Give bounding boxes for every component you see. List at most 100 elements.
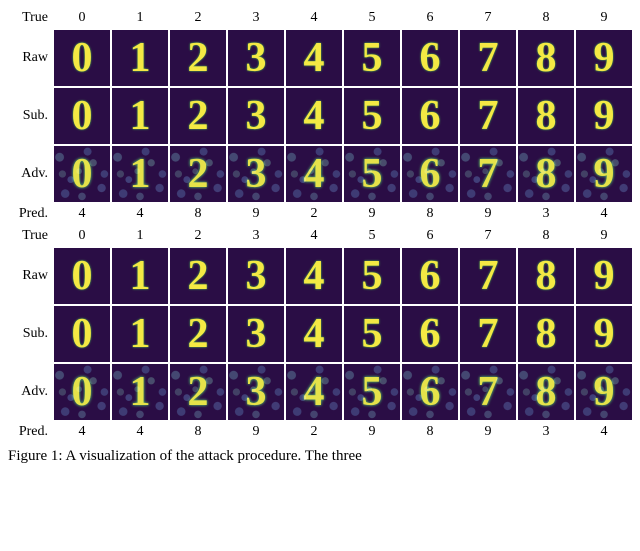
digit-row: Raw0123456789 (8, 30, 632, 86)
pred-row-cell: 9 (228, 204, 284, 224)
pred-row-cell: 9 (344, 204, 400, 224)
digit-glyph: 5 (362, 153, 383, 195)
digit-glyph: 1 (130, 313, 151, 355)
digit-glyph: 2 (188, 255, 209, 297)
digit-row: Sub.0123456789 (8, 88, 632, 144)
pred-row-label: Pred. (8, 206, 54, 222)
digit-image: 0 (54, 146, 110, 202)
digit-image: 3 (228, 30, 284, 86)
digit-image: 4 (286, 248, 342, 304)
true-row-label: True (8, 10, 54, 26)
true-row-cell: 2 (170, 226, 226, 246)
pred-row-cell: 4 (54, 204, 110, 224)
digit-image: 0 (54, 364, 110, 420)
true-row-cell: 7 (460, 226, 516, 246)
digit-glyph: 0 (72, 37, 93, 79)
digit-glyph: 7 (478, 153, 499, 195)
digit-glyph: 2 (188, 153, 209, 195)
digit-glyph: 2 (188, 313, 209, 355)
digit-glyph: 7 (478, 255, 499, 297)
figure-caption: Figure 1: A visualization of the attack … (8, 448, 632, 465)
digit-glyph: 1 (130, 153, 151, 195)
pred-row-cell: 8 (170, 204, 226, 224)
pred-row-cell: 4 (576, 204, 632, 224)
digit-image: 1 (112, 248, 168, 304)
figure: True0123456789Raw0123456789Sub.012345678… (8, 8, 632, 465)
digit-image: 8 (518, 30, 574, 86)
digit-image: 5 (344, 30, 400, 86)
digit-image: 6 (402, 248, 458, 304)
row-label: Raw (8, 50, 54, 66)
digit-cells: 0123456789 (54, 306, 632, 362)
digit-glyph: 9 (594, 95, 615, 137)
digit-glyph: 6 (420, 95, 441, 137)
digit-image: 8 (518, 146, 574, 202)
digit-image: 3 (228, 88, 284, 144)
digit-image: 2 (170, 306, 226, 362)
digit-image: 9 (576, 306, 632, 362)
digit-image: 8 (518, 88, 574, 144)
digit-glyph: 3 (246, 371, 267, 413)
digit-glyph: 3 (246, 313, 267, 355)
row-label: Sub. (8, 108, 54, 124)
digit-image: 2 (170, 88, 226, 144)
digit-cells: 0123456789 (54, 30, 632, 86)
true-row-cell: 2 (170, 8, 226, 28)
true-row-cell: 3 (228, 226, 284, 246)
pred-row-cells: 4489298934 (54, 422, 632, 442)
true-row-cell: 3 (228, 8, 284, 28)
digit-glyph: 8 (536, 153, 557, 195)
digit-glyph: 7 (478, 37, 499, 79)
digit-glyph: 0 (72, 95, 93, 137)
digit-image: 6 (402, 88, 458, 144)
true-row-cell: 4 (286, 8, 342, 28)
digit-image: 1 (112, 306, 168, 362)
digit-cells: 0123456789 (54, 88, 632, 144)
digit-row: Raw0123456789 (8, 248, 632, 304)
digit-image: 1 (112, 30, 168, 86)
true-row-cell: 6 (402, 8, 458, 28)
digit-image: 2 (170, 146, 226, 202)
digit-glyph: 0 (72, 371, 93, 413)
digit-image: 2 (170, 364, 226, 420)
digit-glyph: 3 (246, 153, 267, 195)
digit-cells: 0123456789 (54, 248, 632, 304)
digit-glyph: 7 (478, 313, 499, 355)
digit-glyph: 6 (420, 153, 441, 195)
digit-image: 1 (112, 88, 168, 144)
true-row-cells: 0123456789 (54, 226, 632, 246)
true-row-cell: 0 (54, 226, 110, 246)
true-row-cell: 7 (460, 8, 516, 28)
digit-glyph: 7 (478, 371, 499, 413)
row-label: Sub. (8, 326, 54, 342)
pred-row-cell: 9 (460, 204, 516, 224)
digit-glyph: 3 (246, 255, 267, 297)
true-row-cell: 5 (344, 226, 400, 246)
digit-cells: 0123456789 (54, 364, 632, 420)
pred-row: Pred.4489298934 (8, 204, 632, 224)
row-label: Adv. (8, 384, 54, 400)
digit-image: 8 (518, 306, 574, 362)
digit-image: 0 (54, 306, 110, 362)
digit-glyph: 8 (536, 255, 557, 297)
digit-image: 0 (54, 30, 110, 86)
digit-image: 3 (228, 248, 284, 304)
digit-glyph: 6 (420, 313, 441, 355)
digit-glyph: 7 (478, 95, 499, 137)
digit-image: 7 (460, 306, 516, 362)
pred-row-cell: 9 (460, 422, 516, 442)
digit-glyph: 5 (362, 37, 383, 79)
digit-cells: 0123456789 (54, 146, 632, 202)
true-row-cell: 0 (54, 8, 110, 28)
true-row-cell: 5 (344, 8, 400, 28)
pred-row-label: Pred. (8, 424, 54, 440)
digit-glyph: 4 (304, 313, 325, 355)
digit-image: 9 (576, 146, 632, 202)
digit-glyph: 2 (188, 371, 209, 413)
row-label: Raw (8, 268, 54, 284)
pred-row-cell: 4 (576, 422, 632, 442)
digit-glyph: 8 (536, 313, 557, 355)
true-row-cell: 9 (576, 226, 632, 246)
digit-image: 2 (170, 248, 226, 304)
digit-image: 4 (286, 88, 342, 144)
